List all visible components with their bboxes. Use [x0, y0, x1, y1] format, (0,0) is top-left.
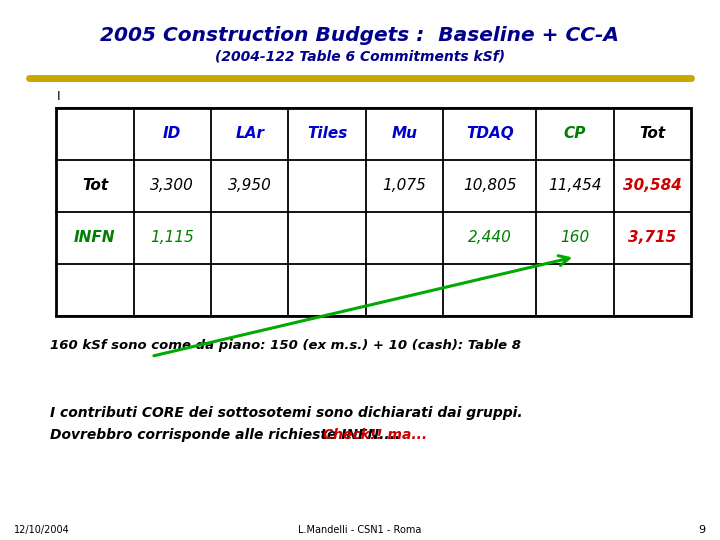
Text: L.Mandelli - CSN1 - Roma: L.Mandelli - CSN1 - Roma	[298, 525, 422, 535]
Text: 10,805: 10,805	[463, 178, 517, 193]
Text: (2004-122 Table 6 Commitments kSf): (2004-122 Table 6 Commitments kSf)	[215, 50, 505, 64]
Text: 9: 9	[698, 525, 706, 535]
Text: CP: CP	[564, 126, 586, 141]
Text: TDAQ: TDAQ	[466, 126, 513, 141]
Text: I contributi CORE dei sottosotemi sono dichiarati dai gruppi.: I contributi CORE dei sottosotemi sono d…	[50, 406, 523, 420]
Text: Tot: Tot	[82, 178, 108, 193]
Text: 160 kSf sono come da piano: 150 (ex m.s.) + 10 (cash): Table 8: 160 kSf sono come da piano: 150 (ex m.s.…	[50, 339, 521, 352]
Text: 11,454: 11,454	[548, 178, 602, 193]
Text: Dovrebbro corrisponde alle richieste INFN....: Dovrebbro corrisponde alle richieste INF…	[50, 428, 400, 442]
Text: 3,950: 3,950	[228, 178, 271, 193]
Text: 12/10/2004: 12/10/2004	[14, 525, 70, 535]
Text: ID: ID	[163, 126, 181, 141]
Text: I: I	[57, 90, 61, 103]
Text: INFN: INFN	[74, 231, 116, 246]
Bar	[56, 108, 691, 316]
Text: 3,300: 3,300	[150, 178, 194, 193]
Text: 1,075: 1,075	[382, 178, 426, 193]
Text: 1,115: 1,115	[150, 231, 194, 246]
Text: 2,440: 2,440	[468, 231, 512, 246]
Text: LAr: LAr	[235, 126, 264, 141]
Text: 2005 Construction Budgets :  Baseline + CC-A: 2005 Construction Budgets : Baseline + C…	[101, 25, 619, 45]
Bar	[56, 108, 691, 316]
Text: 30,584: 30,584	[623, 178, 682, 193]
Text: 3,715: 3,715	[629, 231, 677, 246]
Text: Mu: Mu	[392, 126, 418, 141]
Text: Tiles: Tiles	[307, 126, 347, 141]
Text: Check!! ma...: Check!! ma...	[323, 428, 427, 442]
Text: Tot: Tot	[639, 126, 665, 141]
Text: 160: 160	[560, 231, 590, 246]
